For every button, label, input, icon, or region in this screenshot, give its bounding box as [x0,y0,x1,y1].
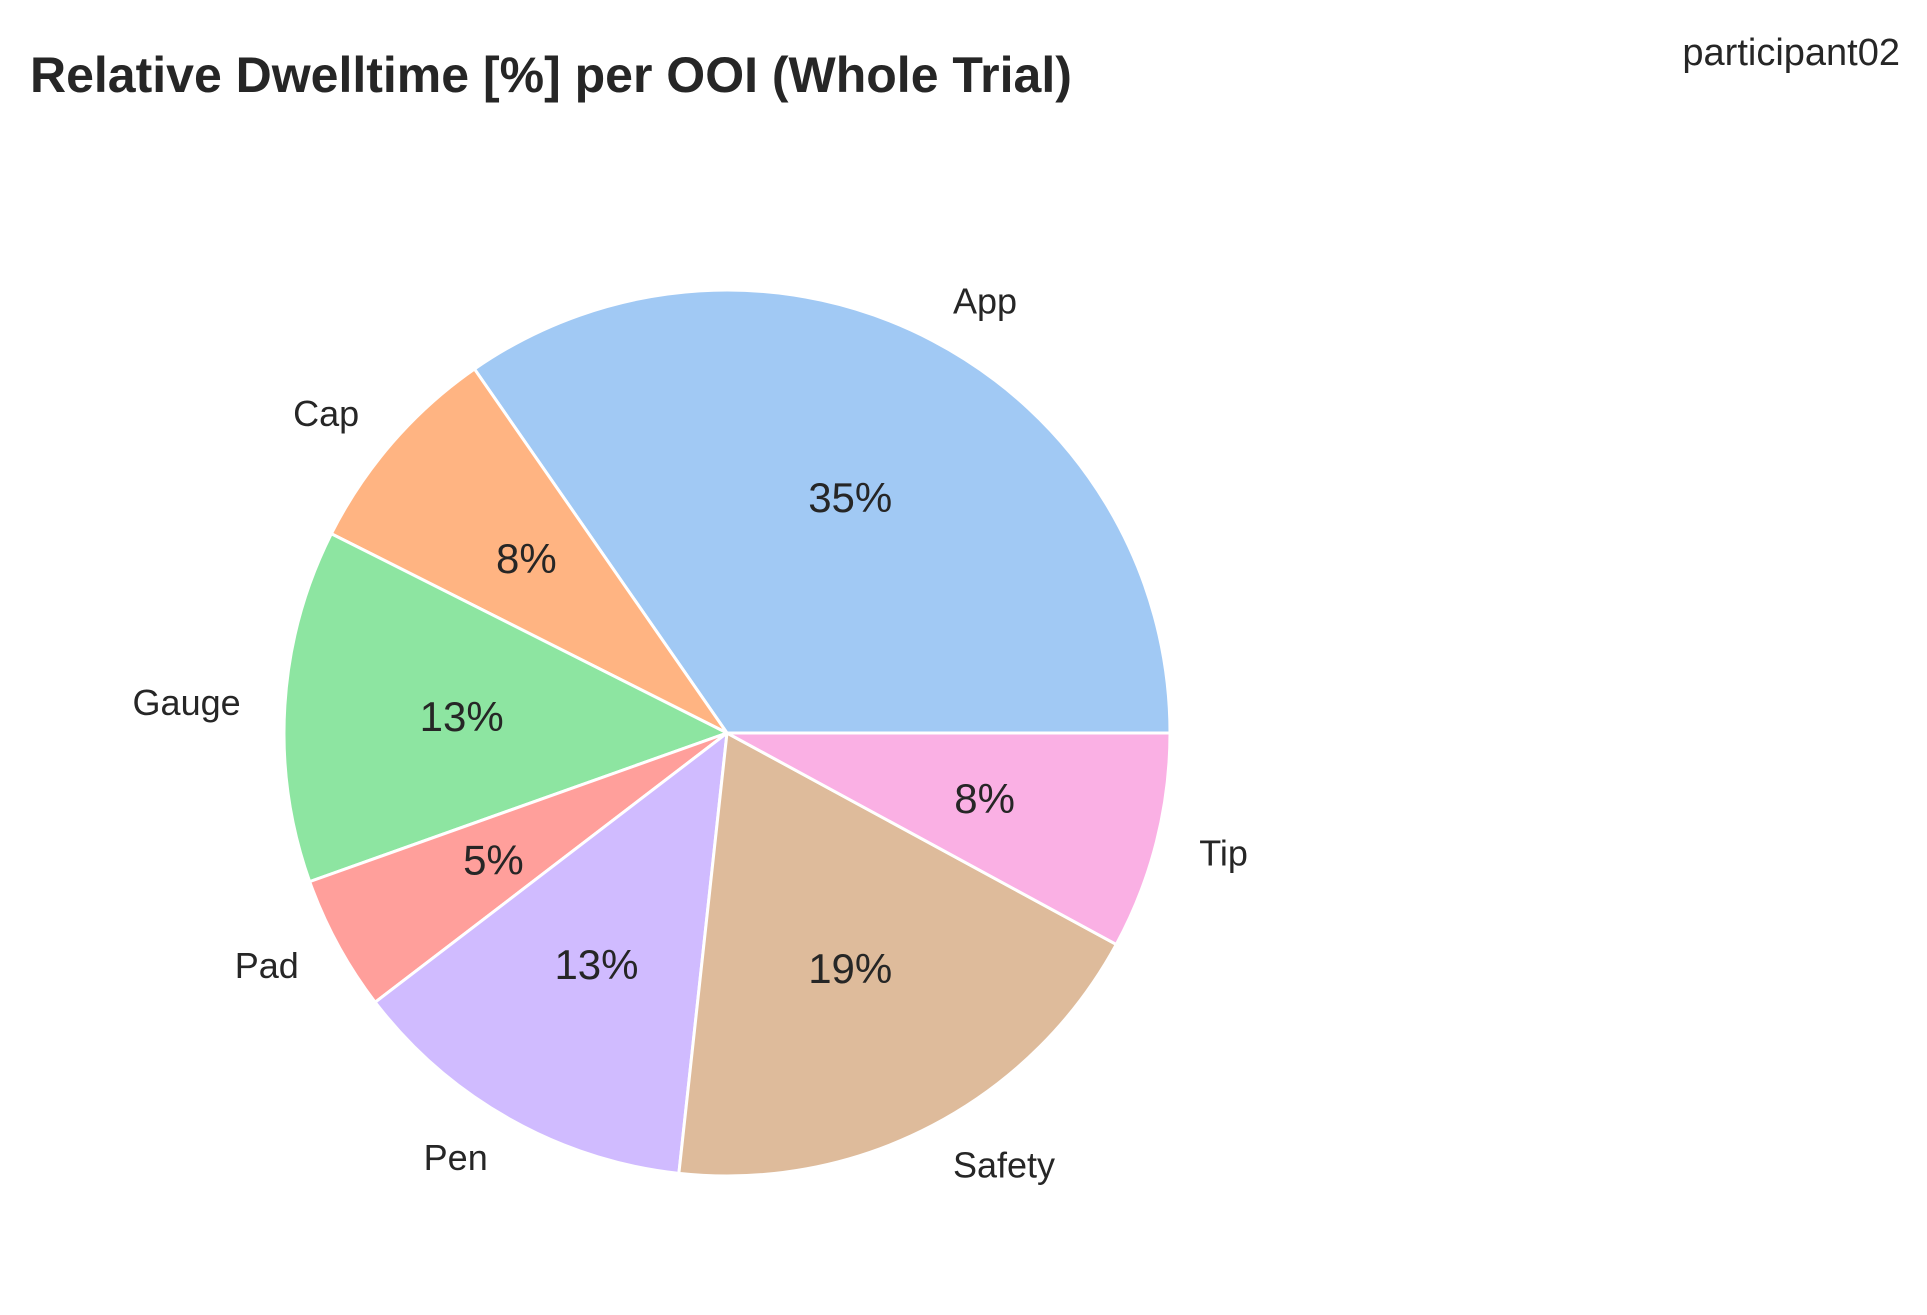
pie-slices [282,288,1172,1178]
percent-label-pad: 5% [463,836,524,883]
percent-labels: 35% 8% 13% 5% 13% 19% 8% [420,474,1015,992]
slice-label-pen: Pen [424,1137,488,1178]
percent-label-cap: 8% [496,535,557,582]
slice-label-safety: Safety [953,1144,1055,1185]
pie-slice-gauge [282,532,729,884]
percent-label-gauge: 13% [420,693,504,740]
pie-slice-safety [677,731,1118,1178]
pie-slice-tip [725,731,1172,946]
slice-label-cap: Cap [293,393,359,434]
percent-label-pen: 13% [554,941,638,988]
percent-label-app: 35% [808,474,892,521]
percent-label-safety: 19% [808,945,892,992]
percent-label-tip: 8% [954,775,1015,822]
slice-label-app: App [953,281,1017,322]
slice-label-gauge: Gauge [133,682,241,723]
chart-subtitle: participant02 [1682,32,1900,74]
pie-slice-app [472,288,1172,735]
pie-slice-cap [329,367,729,735]
pie-slice-pen [373,731,729,1175]
chart-title: Relative Dwelltime [%] per OOI (Whole Tr… [30,47,1072,103]
slice-label-tip: Tip [1199,833,1248,874]
slice-labels: App Cap Gauge Pad Pen Safety Tip [133,281,1248,1186]
slice-label-pad: Pad [235,945,299,986]
